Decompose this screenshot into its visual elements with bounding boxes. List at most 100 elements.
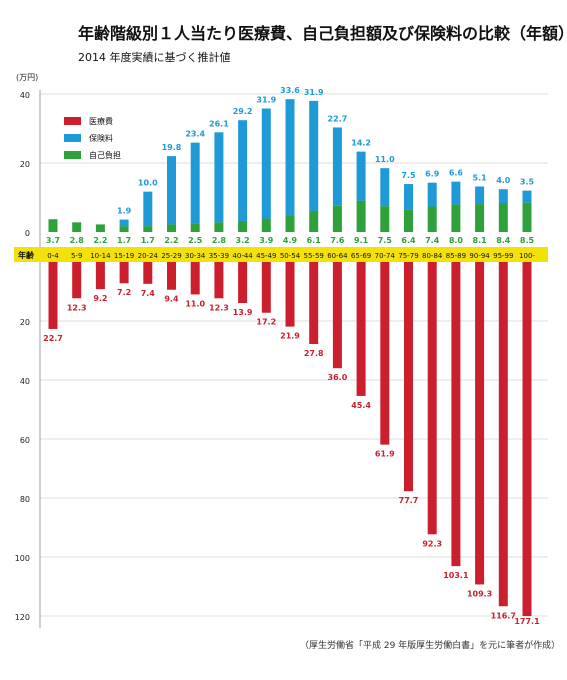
- unit-label: (万円): [16, 73, 38, 82]
- x-tick-label: 10-14: [90, 252, 111, 260]
- self-pay-value-label: 7.6: [330, 236, 345, 245]
- self-pay-value-label: 8.1: [473, 236, 488, 245]
- x-tick-label: 70-74: [375, 252, 396, 260]
- chart-title: 年齢階級別１人当たり医療費、自己負担額及び保険料の比較（年額）: [78, 24, 567, 43]
- bar-medical-cost: [404, 262, 413, 492]
- bar-medical-cost: [427, 262, 437, 535]
- x-tick-label: 40-44: [232, 252, 253, 260]
- legend-label: 保険料: [89, 133, 113, 143]
- medical-cost-value-label: 77.7: [399, 496, 419, 505]
- medical-cost-value-label: 7.4: [141, 289, 156, 298]
- medical-cost-value-label: 12.3: [209, 303, 229, 312]
- self-pay-value-label: 8.0: [449, 236, 464, 245]
- bar-premium: [261, 108, 271, 219]
- bar-medical-cost: [95, 262, 105, 290]
- bar-medical-cost: [522, 262, 532, 616]
- source-note: （厚生労働省「平成 29 年版厚生労働白書」を元に筆者が作成）: [300, 641, 561, 651]
- bar-medical-cost: [356, 262, 366, 396]
- bar-premium: [427, 182, 437, 207]
- bar-self-pay: [498, 203, 508, 232]
- upper-axis-tick-label: 20: [20, 160, 30, 169]
- legend-swatch: [64, 134, 81, 142]
- bar-premium: [498, 189, 508, 204]
- medical-cost-value-label: 22.7: [43, 334, 63, 343]
- lower-axis-tick-label: 60: [20, 436, 30, 445]
- chart-subtitle: 2014 年度実績に基づく推計値: [78, 51, 231, 64]
- bar-self-pay: [475, 204, 485, 232]
- x-tick-label: 50-54: [280, 252, 301, 260]
- premium-value-label: 10.0: [138, 179, 158, 188]
- medical-cost-value-label: 109.3: [467, 589, 492, 598]
- age-axis-label: 年齢: [18, 250, 35, 260]
- self-pay-value-label: 8.5: [520, 236, 535, 245]
- bar-medical-cost: [143, 262, 153, 284]
- medical-cost-value-label: 36.0: [328, 373, 348, 382]
- self-pay-value-label: 6.4: [401, 236, 416, 245]
- bar-self-pay: [95, 224, 105, 232]
- x-tick-label: 25-29: [161, 252, 181, 260]
- self-pay-value-label: 2.2: [93, 236, 107, 245]
- x-tick-label: 20-24: [138, 252, 159, 260]
- medical-cost-value-label: 7.2: [117, 288, 131, 297]
- legend-label: 自己負担: [89, 150, 121, 160]
- bar-self-pay: [522, 202, 532, 232]
- premium-value-label: 19.8: [162, 143, 182, 152]
- self-pay-value-label: 2.2: [164, 236, 178, 245]
- bar-premium: [356, 151, 366, 201]
- lower-axis-tick-label: 80: [20, 495, 30, 504]
- self-pay-value-label: 4.9: [283, 236, 298, 245]
- premium-value-label: 3.5: [520, 178, 535, 187]
- x-tick-label: 100-: [519, 252, 535, 260]
- bar-medical-cost: [119, 262, 129, 284]
- bar-medical-cost: [48, 262, 58, 329]
- premium-value-label: 4.0: [496, 176, 511, 185]
- bar-premium: [238, 120, 248, 221]
- self-pay-value-label: 7.5: [378, 236, 393, 245]
- x-tick-label: 0-4: [47, 252, 59, 260]
- x-tick-label: 15-19: [114, 252, 134, 260]
- medical-cost-value-label: 92.3: [422, 539, 442, 548]
- bar-self-pay: [72, 222, 82, 232]
- bar-premium: [522, 190, 532, 203]
- bar-medical-cost: [190, 262, 200, 295]
- bar-premium: [451, 181, 461, 205]
- x-tick-label: 65-69: [351, 252, 371, 260]
- bar-self-pay: [238, 220, 248, 232]
- premium-value-label: 7.5: [401, 171, 416, 180]
- self-pay-value-label: 1.7: [141, 236, 155, 245]
- medical-cost-value-label: 9.2: [93, 294, 107, 303]
- medical-cost-value-label: 13.9: [233, 308, 253, 317]
- bar-premium: [332, 127, 342, 206]
- bar-premium: [309, 100, 319, 211]
- x-tick-label: 80-84: [422, 252, 443, 260]
- lower-axis-tick-label: 20: [20, 318, 30, 327]
- self-pay-value-label: 6.1: [307, 236, 322, 245]
- x-tick-label: 95-99: [493, 252, 513, 260]
- legend-swatch: [64, 151, 81, 159]
- lower-axis-tick-label: 40: [20, 377, 30, 386]
- bar-premium: [214, 132, 224, 223]
- bar-premium: [119, 219, 129, 227]
- bar-self-pay: [285, 215, 295, 232]
- upper-axis-tick-label: 0: [25, 229, 30, 238]
- medical-cost-value-label: 21.9: [280, 332, 300, 341]
- bar-medical-cost: [332, 262, 342, 369]
- medical-cost-value-label: 61.9: [375, 450, 395, 459]
- premium-value-label: 31.9: [304, 88, 324, 97]
- x-tick-label: 75-79: [398, 252, 418, 260]
- premium-value-label: 23.4: [185, 130, 205, 139]
- medical-cost-value-label: 45.4: [351, 401, 371, 410]
- bar-self-pay: [309, 210, 319, 232]
- x-tick-label: 90-94: [469, 252, 490, 260]
- legend-label: 医療費: [89, 116, 113, 126]
- bar-premium: [167, 156, 176, 225]
- self-pay-value-label: 8.4: [496, 236, 511, 245]
- premium-value-label: 29.2: [233, 107, 253, 116]
- lower-axis-tick-label: 100: [15, 554, 30, 563]
- premium-value-label: 5.1: [473, 173, 488, 182]
- self-pay-value-label: 3.7: [46, 236, 60, 245]
- age-band: [14, 247, 548, 262]
- bar-medical-cost: [475, 262, 485, 585]
- bar-medical-cost: [309, 262, 319, 345]
